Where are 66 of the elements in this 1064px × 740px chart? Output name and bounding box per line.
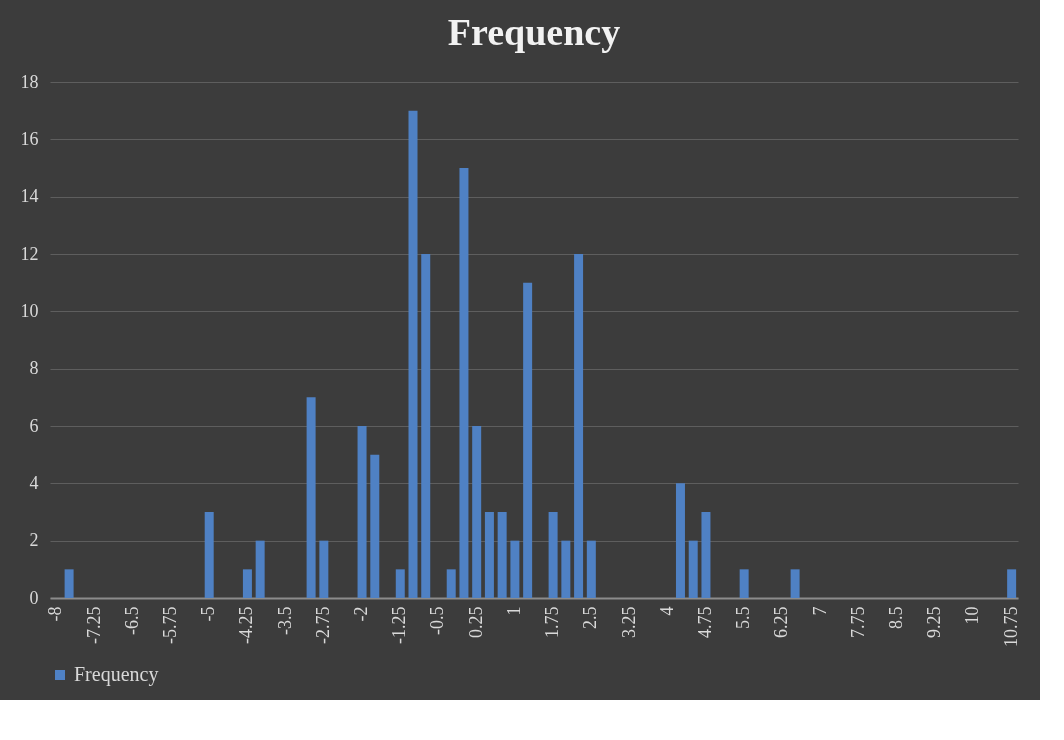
y-tick-label: 10	[20, 300, 39, 321]
x-tick-label: 8.5	[886, 606, 906, 629]
bar	[408, 110, 418, 598]
y-tick-label: 14	[20, 186, 39, 207]
bar	[319, 540, 329, 598]
bar	[357, 426, 367, 598]
x-tick-label: 1	[503, 606, 524, 616]
x-tick-label: 6.25	[771, 606, 792, 638]
bar	[204, 512, 214, 598]
x-tick-label: 4	[656, 606, 677, 616]
x-tick-label: 1.75	[542, 606, 563, 638]
x-tick-label: 7.75	[847, 606, 868, 638]
bar	[306, 397, 316, 598]
bar	[586, 540, 596, 598]
bar	[459, 168, 469, 598]
bar	[255, 540, 265, 598]
bar	[472, 426, 482, 598]
x-tick-label: -5	[198, 606, 219, 622]
x-tick-label: -1.25	[389, 606, 410, 644]
x-tick-label: 5.5	[733, 606, 754, 629]
bar	[64, 569, 74, 598]
x-tick-label: -4.25	[236, 606, 257, 644]
legend-label: Frequency	[74, 663, 159, 686]
bar	[790, 569, 800, 598]
y-tick-label: 16	[20, 128, 39, 149]
bar	[675, 483, 685, 598]
bar	[446, 569, 456, 598]
x-tick-label: 10	[962, 606, 983, 625]
x-tick-label: 4.75	[694, 606, 715, 638]
x-tick-label: -0.5	[427, 606, 448, 635]
x-tick-label: 9.25	[924, 606, 945, 638]
bar	[497, 512, 507, 598]
bar	[1007, 569, 1017, 598]
bar	[548, 512, 558, 598]
bar	[510, 540, 520, 598]
y-tick-label: 0	[29, 587, 39, 608]
x-tick-label: -8	[45, 606, 66, 622]
y-tick-label: 12	[20, 243, 39, 264]
y-tick-label: 6	[29, 415, 39, 436]
bar	[701, 512, 711, 598]
bar	[688, 540, 698, 598]
bar	[484, 512, 494, 598]
y-tick-label: 8	[29, 358, 39, 379]
y-tick-label: 2	[29, 530, 39, 551]
bar	[739, 569, 749, 598]
x-tick-label: -2	[351, 606, 372, 622]
x-tick-label: -6.5	[121, 606, 142, 635]
bar	[395, 569, 405, 598]
bar	[242, 569, 252, 598]
y-tick-label: 18	[20, 71, 39, 92]
bar	[421, 254, 431, 598]
y-tick-label: 4	[29, 472, 39, 493]
x-tick-label: 0.25	[465, 606, 486, 638]
chart-title: Frequency	[447, 11, 621, 53]
bar	[574, 254, 584, 598]
x-tick-label: 7	[809, 606, 830, 616]
bar	[370, 454, 380, 598]
bar	[523, 282, 533, 598]
bar	[561, 540, 571, 598]
x-tick-label: -3.5	[274, 606, 295, 635]
x-tick-label: 2.5	[580, 606, 601, 629]
x-tick-label: 3.25	[618, 606, 639, 638]
x-tick-label: -7.25	[83, 606, 104, 644]
x-tick-label: 10.75	[1000, 606, 1021, 647]
x-tick-label: -2.75	[312, 606, 333, 644]
x-tick-label: -5.75	[160, 606, 180, 644]
